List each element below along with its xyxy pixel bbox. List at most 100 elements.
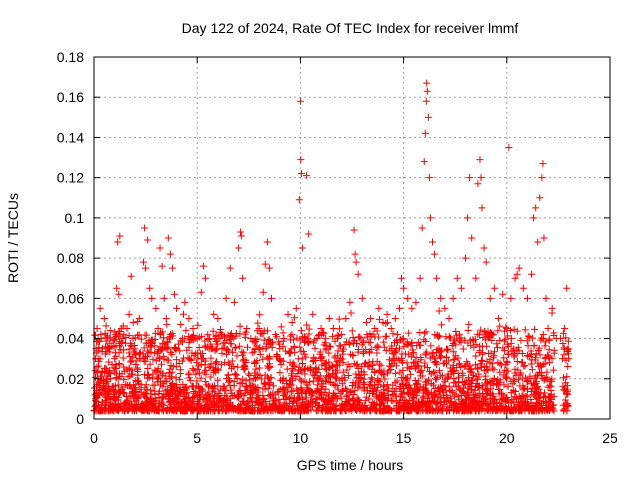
data-point-background [390, 387, 398, 395]
data-point-background [562, 379, 570, 387]
data-point [140, 258, 148, 266]
data-point-background [258, 375, 266, 383]
data-point-background [168, 351, 176, 359]
data-point-background [146, 360, 154, 368]
data-point-background [488, 360, 496, 368]
data-point-background [349, 333, 357, 341]
data-point-background [257, 407, 265, 415]
data-point-background [99, 344, 107, 352]
data-point-background [322, 359, 330, 367]
data-point-background [460, 384, 468, 392]
data-point-background [312, 357, 320, 365]
data-point-background [380, 389, 388, 397]
data-point [160, 294, 168, 302]
data-point-background [241, 382, 249, 390]
data-point-background [391, 369, 399, 377]
data-point-background [154, 348, 162, 356]
data-point-background [496, 336, 504, 344]
data-point-background [243, 343, 251, 351]
data-point-background [435, 344, 443, 352]
data-point-background [233, 374, 241, 382]
data-point-background [270, 403, 278, 411]
data-point-background [546, 359, 554, 367]
data-point-background [231, 344, 239, 352]
data-point-background [461, 362, 469, 370]
data-point-background [194, 403, 202, 411]
data-point-background [369, 330, 377, 338]
data-point-background [404, 341, 412, 349]
data-point [425, 174, 433, 182]
data-point-background [154, 375, 162, 383]
data-point-background [101, 329, 109, 337]
data-point-background [271, 396, 279, 404]
data-point-background [353, 398, 361, 406]
data-point-background [287, 382, 295, 390]
data-point-background [512, 371, 520, 379]
x-tick-label: 20 [499, 430, 515, 446]
data-point-background [386, 356, 394, 364]
data-point-background [547, 391, 555, 399]
data-point [346, 298, 354, 306]
data-point-background [194, 391, 202, 399]
data-point-background [130, 381, 138, 389]
data-point-background [259, 355, 267, 363]
data-point-background [318, 380, 326, 388]
data-point-background [391, 338, 399, 346]
data-point-background [134, 392, 142, 400]
data-point [305, 230, 313, 238]
data-point-background [339, 368, 347, 376]
data-point-background [203, 395, 211, 403]
data-point-background [445, 373, 453, 381]
data-point-background [133, 364, 141, 372]
data-point-background [559, 329, 567, 337]
data-point-background [374, 383, 382, 391]
data-point [540, 234, 548, 242]
data-point-background [328, 403, 336, 411]
data-point-background [302, 353, 310, 361]
data-point-background [559, 374, 567, 382]
data-point-background [404, 364, 412, 372]
x-tick-label: 10 [293, 430, 309, 446]
data-point-background [265, 335, 273, 343]
data-point [453, 274, 461, 282]
data-point-background [172, 374, 180, 382]
data-point-background [221, 333, 229, 341]
data-point [119, 335, 127, 343]
data-point-background [176, 376, 184, 384]
data-point-background [355, 333, 363, 341]
data-point-background [433, 400, 441, 408]
data-point [507, 294, 515, 302]
data-point-background [391, 348, 399, 356]
data-point-background [336, 342, 344, 350]
data-point-background [115, 349, 123, 357]
data-point-background [514, 343, 522, 351]
data-point-background [185, 332, 193, 340]
data-point [476, 156, 484, 164]
data-point-background [452, 341, 460, 349]
data-point-background [343, 366, 351, 374]
data-point-background [110, 335, 118, 343]
data-point [441, 304, 449, 312]
data-point-background [416, 342, 424, 350]
data-point-background [202, 343, 210, 351]
data-point-background [289, 359, 297, 367]
data-point-background [101, 369, 109, 377]
data-point-background [325, 349, 333, 357]
data-point [261, 260, 269, 268]
data-point-background [327, 343, 335, 351]
data-point-background [477, 326, 485, 334]
data-point-background [417, 353, 425, 361]
data-point-background [120, 376, 128, 384]
data-point-background [509, 386, 517, 394]
data-point-background [213, 358, 221, 366]
data-point-background [475, 383, 483, 391]
data-point-background [344, 391, 352, 399]
data-point-background [224, 371, 232, 379]
x-axis: 0 5 10 15 20 25 [90, 57, 618, 446]
data-point-background [112, 330, 120, 338]
data-point-background [176, 347, 184, 355]
data-point-background [530, 342, 538, 350]
data-point-background [372, 391, 380, 399]
data-point-background [283, 365, 291, 373]
data-point-background [144, 371, 152, 379]
